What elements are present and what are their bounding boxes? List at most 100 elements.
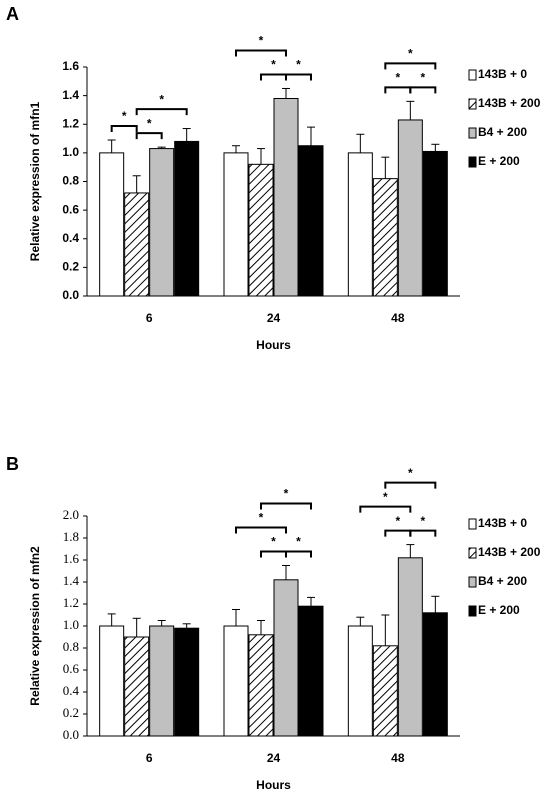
y-tick-label: 0.8 [62,174,79,188]
significance-label: * [420,71,425,85]
bar [397,119,423,297]
x-axis-label: Hours [256,778,291,792]
bar [174,140,200,297]
significance-label: * [284,487,289,501]
significance-bracket [235,526,287,534]
y-tick-label: 0.4 [62,231,79,245]
y-tick-label: 2.0 [63,507,79,522]
significance-bracket [110,124,138,132]
significance-label: * [408,466,413,480]
legend-swatch [468,518,477,530]
significance-label: * [383,490,388,504]
bar [347,152,373,297]
y-tick-label: 0.0 [63,727,79,742]
significance-label: * [296,535,301,549]
bar [149,625,175,737]
significance-label: * [408,47,413,61]
bar [347,625,373,737]
legend-label: 143B + 0 [478,67,527,81]
significance-bracket [135,132,163,140]
y-tick-label: 1.0 [63,617,79,632]
x-tick-label: 48 [391,751,405,765]
legend-label: 143B + 200 [478,96,541,110]
significance-label: * [259,511,264,525]
legend-label: E + 200 [478,154,520,168]
y-tick-label: 1.6 [63,551,80,566]
significance-bracket [384,86,412,94]
significance-bracket [235,49,287,57]
y-tick-label: 0.2 [62,260,79,274]
bar [298,605,324,737]
bar [124,636,150,737]
bar [99,625,125,737]
significance-label: * [296,58,301,72]
significance-bracket [285,550,312,558]
y-tick-label: 1.6 [62,59,79,73]
significance-bracket [384,481,437,489]
significance-bracket [409,529,437,537]
legend-label: 143B + 0 [478,516,527,530]
bar [298,145,324,297]
significance-label: * [271,58,276,72]
y-axis-label: Relative expression of mfn2 [28,546,42,706]
bar [372,178,398,297]
legend-label: E + 200 [478,603,520,617]
panel-label: A [6,4,19,24]
significance-label: * [122,109,127,123]
significance-label: * [395,71,400,85]
significance-bracket [260,550,287,558]
significance-label: * [420,514,425,528]
panel-label: B [6,454,19,474]
y-axis-label: Relative expression of mfn1 [28,101,42,261]
x-axis-label: Hours [256,338,291,352]
x-tick-label: 24 [267,311,281,325]
significance-bracket [260,73,287,81]
y-tick-label: 1.4 [62,88,79,102]
significance-bracket [384,529,412,537]
bar [124,192,150,297]
y-tick-label: 1.4 [63,573,80,588]
significance-label: * [395,514,400,528]
significance-bracket [135,108,188,116]
bar [99,152,125,297]
bar [273,97,299,297]
y-tick-label: 0.6 [63,661,80,676]
y-tick-label: 1.2 [62,116,79,130]
y-tick-label: 1.2 [63,595,79,610]
bar [223,152,249,297]
legend-swatch [468,547,477,559]
bar [422,612,448,737]
significance-bracket [384,62,437,70]
legend-swatch [468,605,477,617]
y-tick-label: 0.6 [62,202,79,216]
x-tick-label: 6 [146,751,153,765]
bar [149,148,175,297]
bar [248,163,274,297]
bar [372,645,398,737]
x-tick-label: 24 [267,751,281,765]
significance-label: * [159,92,164,106]
significance-bracket [285,73,312,81]
legend-swatch [468,576,477,588]
bar [174,627,200,737]
y-tick-label: 0.4 [63,683,80,698]
bar [248,634,274,737]
significance-bracket [359,505,412,513]
y-tick-label: 0.8 [63,639,79,654]
significance-bracket [409,86,437,94]
bar [223,625,249,737]
legend-label: B4 + 200 [478,125,527,139]
y-tick-label: 1.8 [63,529,79,544]
legend-label: B4 + 200 [478,574,527,588]
bar [397,557,423,737]
y-tick-label: 0.0 [62,288,79,302]
significance-bracket [260,502,312,510]
significance-label: * [147,116,152,130]
bar [422,150,448,297]
legend-swatch [468,156,477,168]
legend-swatch [468,98,477,110]
significance-label: * [259,34,264,48]
y-tick-label: 0.2 [63,705,79,720]
